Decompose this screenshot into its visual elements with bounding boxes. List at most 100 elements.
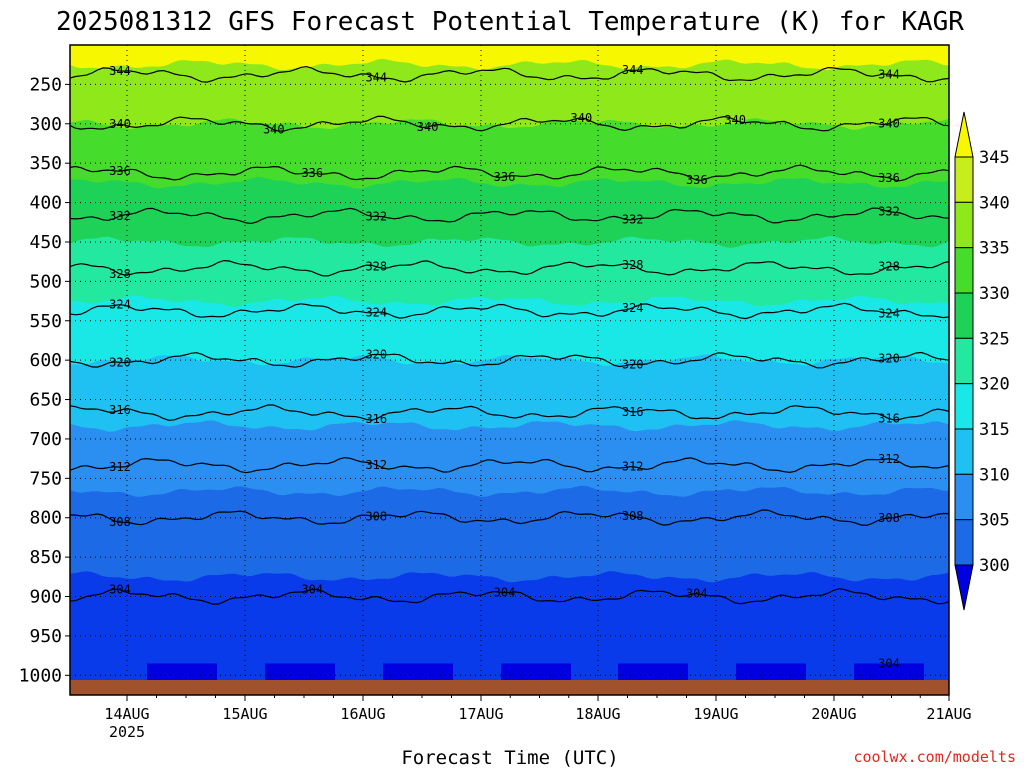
colorbar-label: 310: [979, 465, 1010, 485]
colorbar-segment: [954, 156, 974, 203]
colorbar-label: 300: [979, 556, 1010, 576]
y-tick-label: 700: [29, 429, 62, 450]
colorbar-top-arrow: [954, 111, 974, 158]
contour-label: 316: [878, 412, 900, 426]
colorbar-segment: [954, 473, 974, 521]
contour-340: [70, 115, 949, 132]
contour-label: 340: [571, 111, 593, 125]
contour-label: 328: [365, 260, 387, 274]
contour-label: 344: [878, 67, 900, 81]
colorbar-label: 335: [979, 239, 1010, 259]
colorbar-segment: [954, 247, 974, 294]
colorbar-label: 305: [979, 511, 1010, 531]
colorbar-label: 340: [979, 193, 1010, 213]
contour-label: 324: [622, 301, 644, 315]
x-year-label: 2025: [109, 723, 145, 741]
contour-label: 336: [878, 171, 900, 185]
x-tick-label: 21AUG: [926, 705, 971, 723]
ground-bar: [70, 680, 949, 695]
contour-label: 324: [109, 298, 131, 312]
colorbar-segment: [954, 383, 974, 430]
contour-label: 316: [109, 403, 131, 417]
contour-labels: 344 344 344 344 340 340 340 340 340 340 336 336 336 3…: [109, 63, 900, 670]
y-tick-label: 750: [29, 468, 62, 489]
contour-lines: [70, 65, 949, 605]
y-tick-label: 550: [29, 311, 62, 332]
contour-label: 340: [109, 117, 131, 131]
cold-pocket: [736, 663, 806, 684]
y-tick-label: 950: [29, 626, 62, 647]
x-tick-label: 20AUG: [811, 705, 856, 723]
x-tick-label: 18AUG: [575, 705, 620, 723]
contour-label: 312: [622, 460, 644, 474]
y-tick-label: 500: [29, 271, 62, 292]
contour-label: 320: [365, 347, 387, 361]
contour-label: 344: [622, 63, 644, 77]
credit-link[interactable]: coolwx.com/modelts: [853, 748, 1016, 766]
contour-label: 328: [878, 260, 900, 274]
cold-pocket: [501, 663, 571, 684]
y-tick-label: 650: [29, 390, 62, 411]
contour-label: 316: [622, 405, 644, 419]
contour-label: 316: [365, 412, 387, 426]
colorbar-label: 330: [979, 284, 1010, 304]
contour-label: 332: [365, 209, 387, 223]
chart-title: 2025081312 GFS Forecast Potential Temper…: [56, 7, 964, 37]
contour-336: [70, 164, 949, 182]
contour-label: 328: [622, 258, 644, 272]
colorbar: 345 340 335 330 325 320 315 310 305 300: [954, 111, 1010, 611]
y-tick-label: 900: [29, 587, 62, 608]
contour-label: 304: [494, 586, 516, 600]
y-tick-label: 1000: [19, 665, 62, 686]
contour-label: 320: [622, 357, 644, 371]
y-tick-label: 600: [29, 350, 62, 371]
x-axis-label: Forecast Time (UTC): [401, 747, 618, 768]
contour-label: 304: [109, 583, 131, 597]
contour-label: 324: [365, 305, 387, 319]
contour-312: [70, 456, 949, 474]
plot-frame: [69, 44, 950, 696]
colorbar-label: 325: [979, 329, 1010, 349]
colorbar-bottom-arrow: [954, 564, 974, 611]
contour-320: [70, 351, 949, 369]
x-tick-label: 19AUG: [693, 705, 738, 723]
contour-label: 336: [686, 173, 708, 187]
y-tick-label: 400: [29, 193, 62, 214]
contour-label: 336: [109, 164, 131, 178]
x-tick-label: 16AUG: [340, 705, 385, 723]
contour-label: 304: [686, 587, 708, 601]
contour-344: [70, 65, 949, 83]
contour-label: 332: [109, 209, 131, 223]
contour-label: 320: [878, 351, 900, 365]
colorbar-label: 315: [979, 420, 1010, 440]
cold-pocket: [383, 663, 453, 684]
contour-label: 336: [301, 166, 323, 180]
contour-label: 340: [263, 123, 285, 137]
contour-324: [70, 302, 949, 320]
x-tick-label: 14AUG: [104, 705, 149, 723]
colorbar-segment: [954, 337, 974, 385]
contour-308: [70, 509, 949, 527]
contour-label: 324: [878, 306, 900, 320]
colorbar-segment: [954, 519, 974, 566]
y-tick-label: 350: [29, 153, 62, 174]
x-tick-label: 17AUG: [458, 705, 503, 723]
colorbar-segment: [954, 292, 974, 339]
colorbar-label: 345: [979, 148, 1010, 168]
contour-label: 308: [365, 509, 387, 523]
y-axis: 250 300 350 400 450 500 550 600 650 700 750 800 850 9…: [19, 74, 70, 686]
contour-label: 304: [301, 583, 323, 597]
x-axis: 14AUG 15AUG 16AUG 17AUG 18AUG 19AUG 20AUG 21AUG: [104, 695, 972, 723]
y-tick-label: 450: [29, 232, 62, 253]
y-tick-label: 250: [29, 74, 62, 95]
contour-label: 344: [365, 70, 387, 84]
y-tick-label: 850: [29, 547, 62, 568]
contour-label: 308: [109, 515, 131, 529]
colorbar-segment: [954, 428, 974, 475]
contour-label: 336: [494, 170, 516, 184]
contour-label: 332: [878, 205, 900, 219]
cold-pocket: [147, 663, 217, 684]
contour-label: 340: [724, 113, 746, 127]
x-tick-label: 15AUG: [222, 705, 267, 723]
